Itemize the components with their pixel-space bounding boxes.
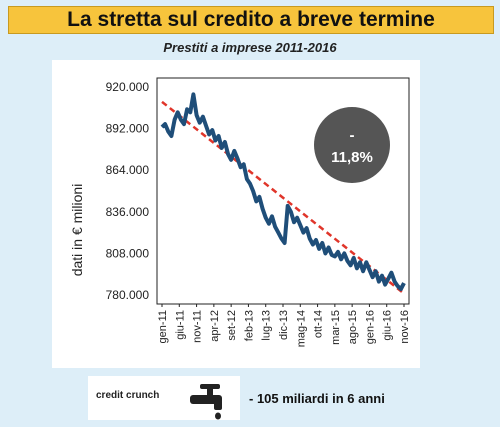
x-tick-label: nov-11: [192, 310, 204, 343]
x-tick-label: apr-12: [209, 310, 221, 342]
x-tick-label: ago-15: [347, 310, 359, 344]
page-title: La stretta sul credito a breve termine: [67, 8, 435, 31]
badge-circle: [314, 107, 390, 183]
y-tick-label: 920.000: [106, 80, 150, 94]
x-tick-label: feb-13: [243, 310, 255, 341]
chart-panel: dati in € milioni 780.000 808.000 836.000 8…: [52, 60, 420, 368]
series-line: [160, 92, 406, 292]
y-tick-label: 808.000: [106, 246, 150, 260]
title-banner: La stretta sul credito a breve termine: [8, 6, 494, 34]
x-tick-label: dic-13: [278, 310, 290, 340]
x-tick-label: nov-16: [399, 310, 411, 344]
credit-crunch-label: credit crunch: [96, 390, 160, 401]
x-tick-label: mar-15: [330, 310, 342, 345]
y-tick-label: 864.000: [106, 163, 150, 177]
summary-text: - 105 miliardi in 6 anni: [249, 391, 385, 406]
y-tick-label: 892.000: [106, 122, 150, 136]
trend-line: [161, 100, 405, 295]
x-tick-label: lug-13: [261, 310, 273, 341]
credit-crunch-panel: credit crunch: [88, 376, 240, 420]
x-tick-label: set-12: [226, 310, 238, 341]
y-tick-label: 836.000: [106, 205, 150, 219]
badge-text-sign: -: [350, 127, 355, 144]
x-tick-label: gen-11: [157, 310, 169, 343]
badge-text-value: 11,8%: [331, 149, 373, 166]
y-axis-label: dati in € milioni: [69, 184, 85, 277]
line-chart: dati in € milioni 780.000 808.000 836.000 8…: [69, 77, 411, 347]
plot-frame: [156, 77, 410, 305]
x-tick-label: giu-11: [174, 310, 186, 340]
faucet-icon: [190, 384, 222, 420]
percent-badge: - 11,8%: [314, 107, 390, 183]
y-tick-label: 780.000: [106, 288, 150, 302]
chart-subtitle: Prestiti a imprese 2011-2016: [163, 40, 337, 55]
x-tick-label: gen-16: [364, 310, 376, 344]
x-tick-label: giu-16: [382, 310, 394, 341]
x-tick-label: mag-14: [295, 310, 307, 347]
x-tick-label: ott-14: [313, 310, 325, 338]
